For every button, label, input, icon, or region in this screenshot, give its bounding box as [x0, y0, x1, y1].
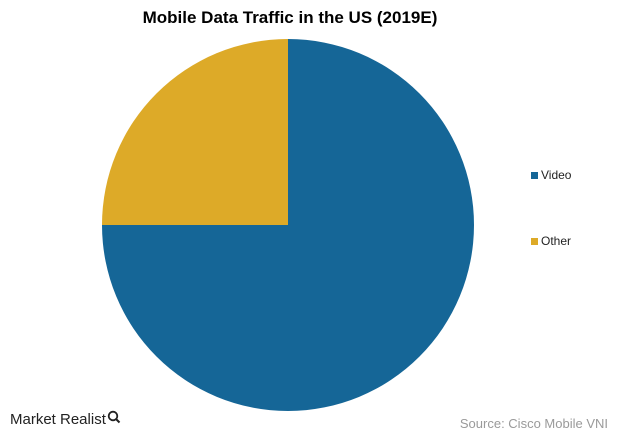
- brand-name: Market Realist: [10, 411, 106, 428]
- legend-item-video: Video: [531, 168, 571, 182]
- chart-title: Mobile Data Traffic in the US (2019E): [142, 8, 438, 27]
- legend-label: Video: [541, 168, 572, 182]
- pie-slice-other: [102, 39, 288, 225]
- legend-swatch: [531, 171, 538, 179]
- source-note: Source: Cisco Mobile VNI: [459, 416, 608, 431]
- brand-logo: Market Realist: [10, 410, 121, 428]
- legend-item-other: Other: [531, 234, 571, 248]
- legend-swatch: [531, 237, 538, 245]
- magnifier-q-icon: [107, 410, 121, 423]
- legend-label: Other: [541, 234, 572, 248]
